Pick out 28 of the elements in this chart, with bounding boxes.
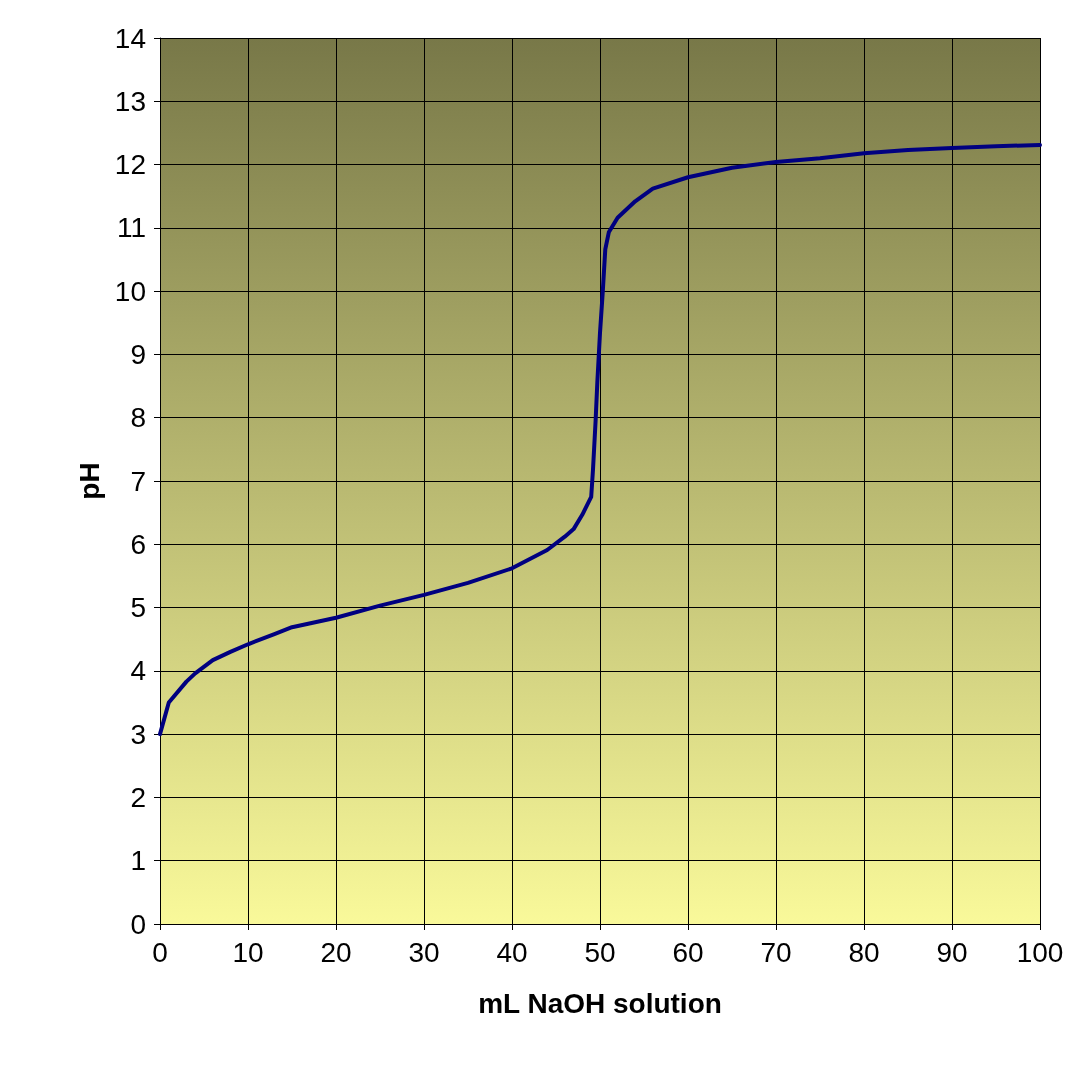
y-tick-label: 11 (116, 212, 146, 244)
y-tick-label: 2 (130, 781, 146, 813)
y-tick-label: 8 (130, 402, 146, 434)
x-tick-label: 50 (584, 936, 616, 968)
y-tick-label: 0 (130, 908, 146, 940)
x-tick-label: 0 (152, 936, 168, 968)
x-tick-label: 90 (936, 936, 968, 968)
y-tick-label: 3 (130, 718, 146, 750)
y-tick-label: 5 (130, 592, 146, 624)
x-tick-label: 20 (320, 936, 352, 968)
y-tick-label: 9 (130, 338, 146, 370)
x-tick-label: 80 (848, 936, 880, 968)
y-tick-label: 14 (114, 22, 146, 54)
y-tick-label: 12 (114, 149, 146, 181)
x-axis-title: mL NaOH solution (478, 987, 722, 1019)
x-tick-label: 60 (672, 936, 704, 968)
x-tick-label: 10 (232, 936, 264, 968)
y-tick-label: 4 (130, 655, 146, 687)
y-tick-label: 7 (130, 465, 146, 497)
y-tick-label: 6 (130, 528, 146, 560)
y-axis-title: pH (74, 462, 106, 500)
x-tick-label: 40 (496, 936, 528, 968)
y-tick-label: 10 (114, 275, 146, 307)
x-tick-label: 100 (1016, 936, 1064, 968)
x-tick-label: 30 (408, 936, 440, 968)
x-tick-label: 70 (760, 936, 792, 968)
y-tick-label: 1 (130, 845, 146, 877)
y-tick-label: 13 (114, 85, 146, 117)
